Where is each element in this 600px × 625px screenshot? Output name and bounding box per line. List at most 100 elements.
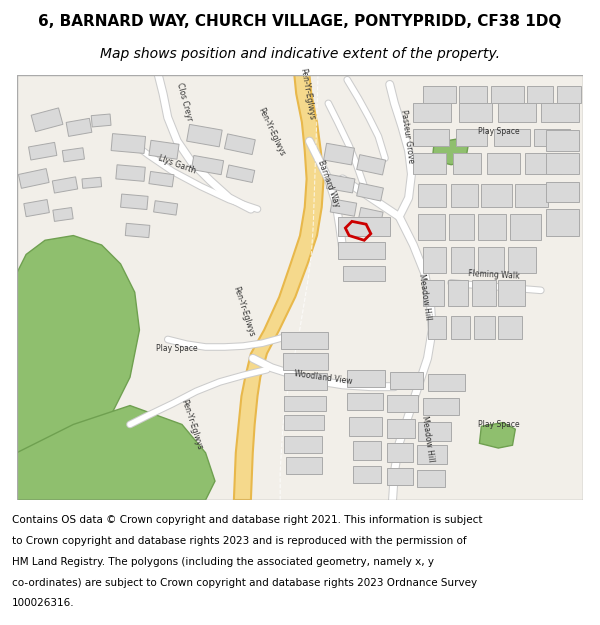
Bar bbox=[359, 208, 383, 223]
Bar bbox=[24, 199, 49, 217]
Bar bbox=[423, 398, 458, 415]
Text: Play Space: Play Space bbox=[157, 344, 198, 353]
Text: Llys Garth: Llys Garth bbox=[157, 154, 197, 176]
Bar bbox=[474, 316, 494, 339]
Text: Clos Creyr: Clos Creyr bbox=[175, 81, 194, 122]
Bar bbox=[323, 143, 355, 165]
Bar bbox=[423, 280, 443, 306]
Bar bbox=[448, 280, 468, 306]
Text: 6, BARNARD WAY, CHURCH VILLAGE, PONTYPRIDD, CF38 1DQ: 6, BARNARD WAY, CHURCH VILLAGE, PONTYPRI… bbox=[38, 14, 562, 29]
Bar bbox=[458, 103, 492, 122]
Bar bbox=[82, 177, 101, 188]
Bar bbox=[121, 194, 148, 209]
Bar bbox=[52, 177, 77, 193]
Bar bbox=[449, 214, 474, 240]
Bar bbox=[456, 129, 487, 146]
Text: Play Space: Play Space bbox=[478, 127, 519, 136]
Text: 100026316.: 100026316. bbox=[12, 599, 74, 609]
Polygon shape bbox=[479, 422, 515, 448]
Bar bbox=[347, 393, 383, 410]
Bar bbox=[387, 468, 413, 485]
Bar bbox=[91, 114, 111, 127]
Bar bbox=[281, 332, 328, 349]
Text: co-ordinates) are subject to Crown copyright and database rights 2023 Ordnance S: co-ordinates) are subject to Crown copyr… bbox=[12, 578, 477, 587]
Bar bbox=[417, 445, 448, 464]
Text: Pasteur Grove: Pasteur Grove bbox=[400, 109, 416, 164]
Bar bbox=[545, 153, 578, 174]
Bar bbox=[224, 134, 256, 154]
Bar bbox=[387, 443, 413, 462]
Bar bbox=[353, 466, 381, 483]
Text: Meadow Hill: Meadow Hill bbox=[420, 415, 435, 462]
Bar bbox=[478, 214, 506, 240]
Bar bbox=[527, 86, 553, 103]
Text: Meadow Hill: Meadow Hill bbox=[417, 273, 433, 321]
Bar bbox=[545, 209, 578, 236]
Text: Contains OS data © Crown copyright and database right 2021. This information is : Contains OS data © Crown copyright and d… bbox=[12, 515, 482, 525]
Bar bbox=[417, 470, 445, 487]
Bar bbox=[286, 456, 322, 474]
Bar bbox=[154, 201, 178, 215]
Polygon shape bbox=[432, 139, 468, 165]
Bar bbox=[353, 441, 381, 461]
Bar bbox=[387, 395, 418, 412]
Bar bbox=[387, 419, 415, 437]
Bar bbox=[326, 174, 355, 193]
Text: Play Space: Play Space bbox=[478, 420, 519, 429]
Bar bbox=[62, 148, 85, 162]
Bar bbox=[338, 217, 390, 236]
Bar bbox=[481, 184, 512, 208]
Bar bbox=[545, 182, 578, 203]
Bar bbox=[557, 86, 581, 103]
Bar bbox=[413, 129, 449, 146]
Bar bbox=[418, 422, 451, 441]
Bar bbox=[509, 214, 541, 240]
Bar bbox=[499, 280, 525, 306]
Text: HM Land Registry. The polygons (including the associated geometry, namely x, y: HM Land Registry. The polygons (includin… bbox=[12, 557, 434, 567]
Bar bbox=[413, 103, 451, 122]
Bar bbox=[525, 153, 560, 174]
Bar bbox=[428, 316, 446, 339]
Bar bbox=[347, 369, 385, 387]
Bar bbox=[31, 108, 63, 132]
Bar bbox=[453, 153, 481, 174]
Bar bbox=[487, 153, 520, 174]
Bar bbox=[499, 103, 536, 122]
Bar bbox=[226, 165, 255, 182]
Bar bbox=[472, 280, 496, 306]
Bar bbox=[541, 103, 578, 122]
Bar bbox=[508, 247, 536, 273]
Bar bbox=[423, 247, 446, 273]
Bar bbox=[451, 316, 470, 339]
Text: Pen-Yr-Eglwys: Pen-Yr-Eglwys bbox=[179, 398, 204, 451]
Bar bbox=[413, 153, 446, 174]
Bar bbox=[284, 436, 322, 452]
Bar bbox=[499, 316, 522, 339]
Bar bbox=[494, 129, 530, 146]
Bar bbox=[478, 247, 504, 273]
Bar bbox=[545, 130, 578, 151]
Bar bbox=[29, 142, 57, 160]
Bar bbox=[53, 208, 73, 221]
Bar bbox=[66, 118, 92, 136]
Bar bbox=[149, 171, 174, 187]
Bar bbox=[116, 165, 145, 181]
Bar bbox=[111, 134, 146, 153]
Polygon shape bbox=[17, 236, 139, 472]
Bar bbox=[418, 184, 446, 208]
Bar bbox=[125, 223, 150, 238]
Bar bbox=[423, 86, 456, 103]
Text: Pen-Yr-Eglwys: Pen-Yr-Eglwys bbox=[299, 68, 317, 121]
Bar bbox=[418, 214, 445, 240]
Bar bbox=[330, 199, 357, 216]
Bar bbox=[515, 184, 548, 208]
Bar bbox=[534, 129, 570, 146]
Text: Fleming Walk: Fleming Walk bbox=[467, 269, 520, 281]
Bar bbox=[451, 184, 478, 208]
Bar bbox=[491, 86, 524, 103]
Bar bbox=[343, 266, 385, 281]
Bar bbox=[284, 415, 323, 430]
Text: Map shows position and indicative extent of the property.: Map shows position and indicative extent… bbox=[100, 47, 500, 61]
Bar bbox=[428, 374, 465, 391]
Bar bbox=[356, 183, 383, 201]
